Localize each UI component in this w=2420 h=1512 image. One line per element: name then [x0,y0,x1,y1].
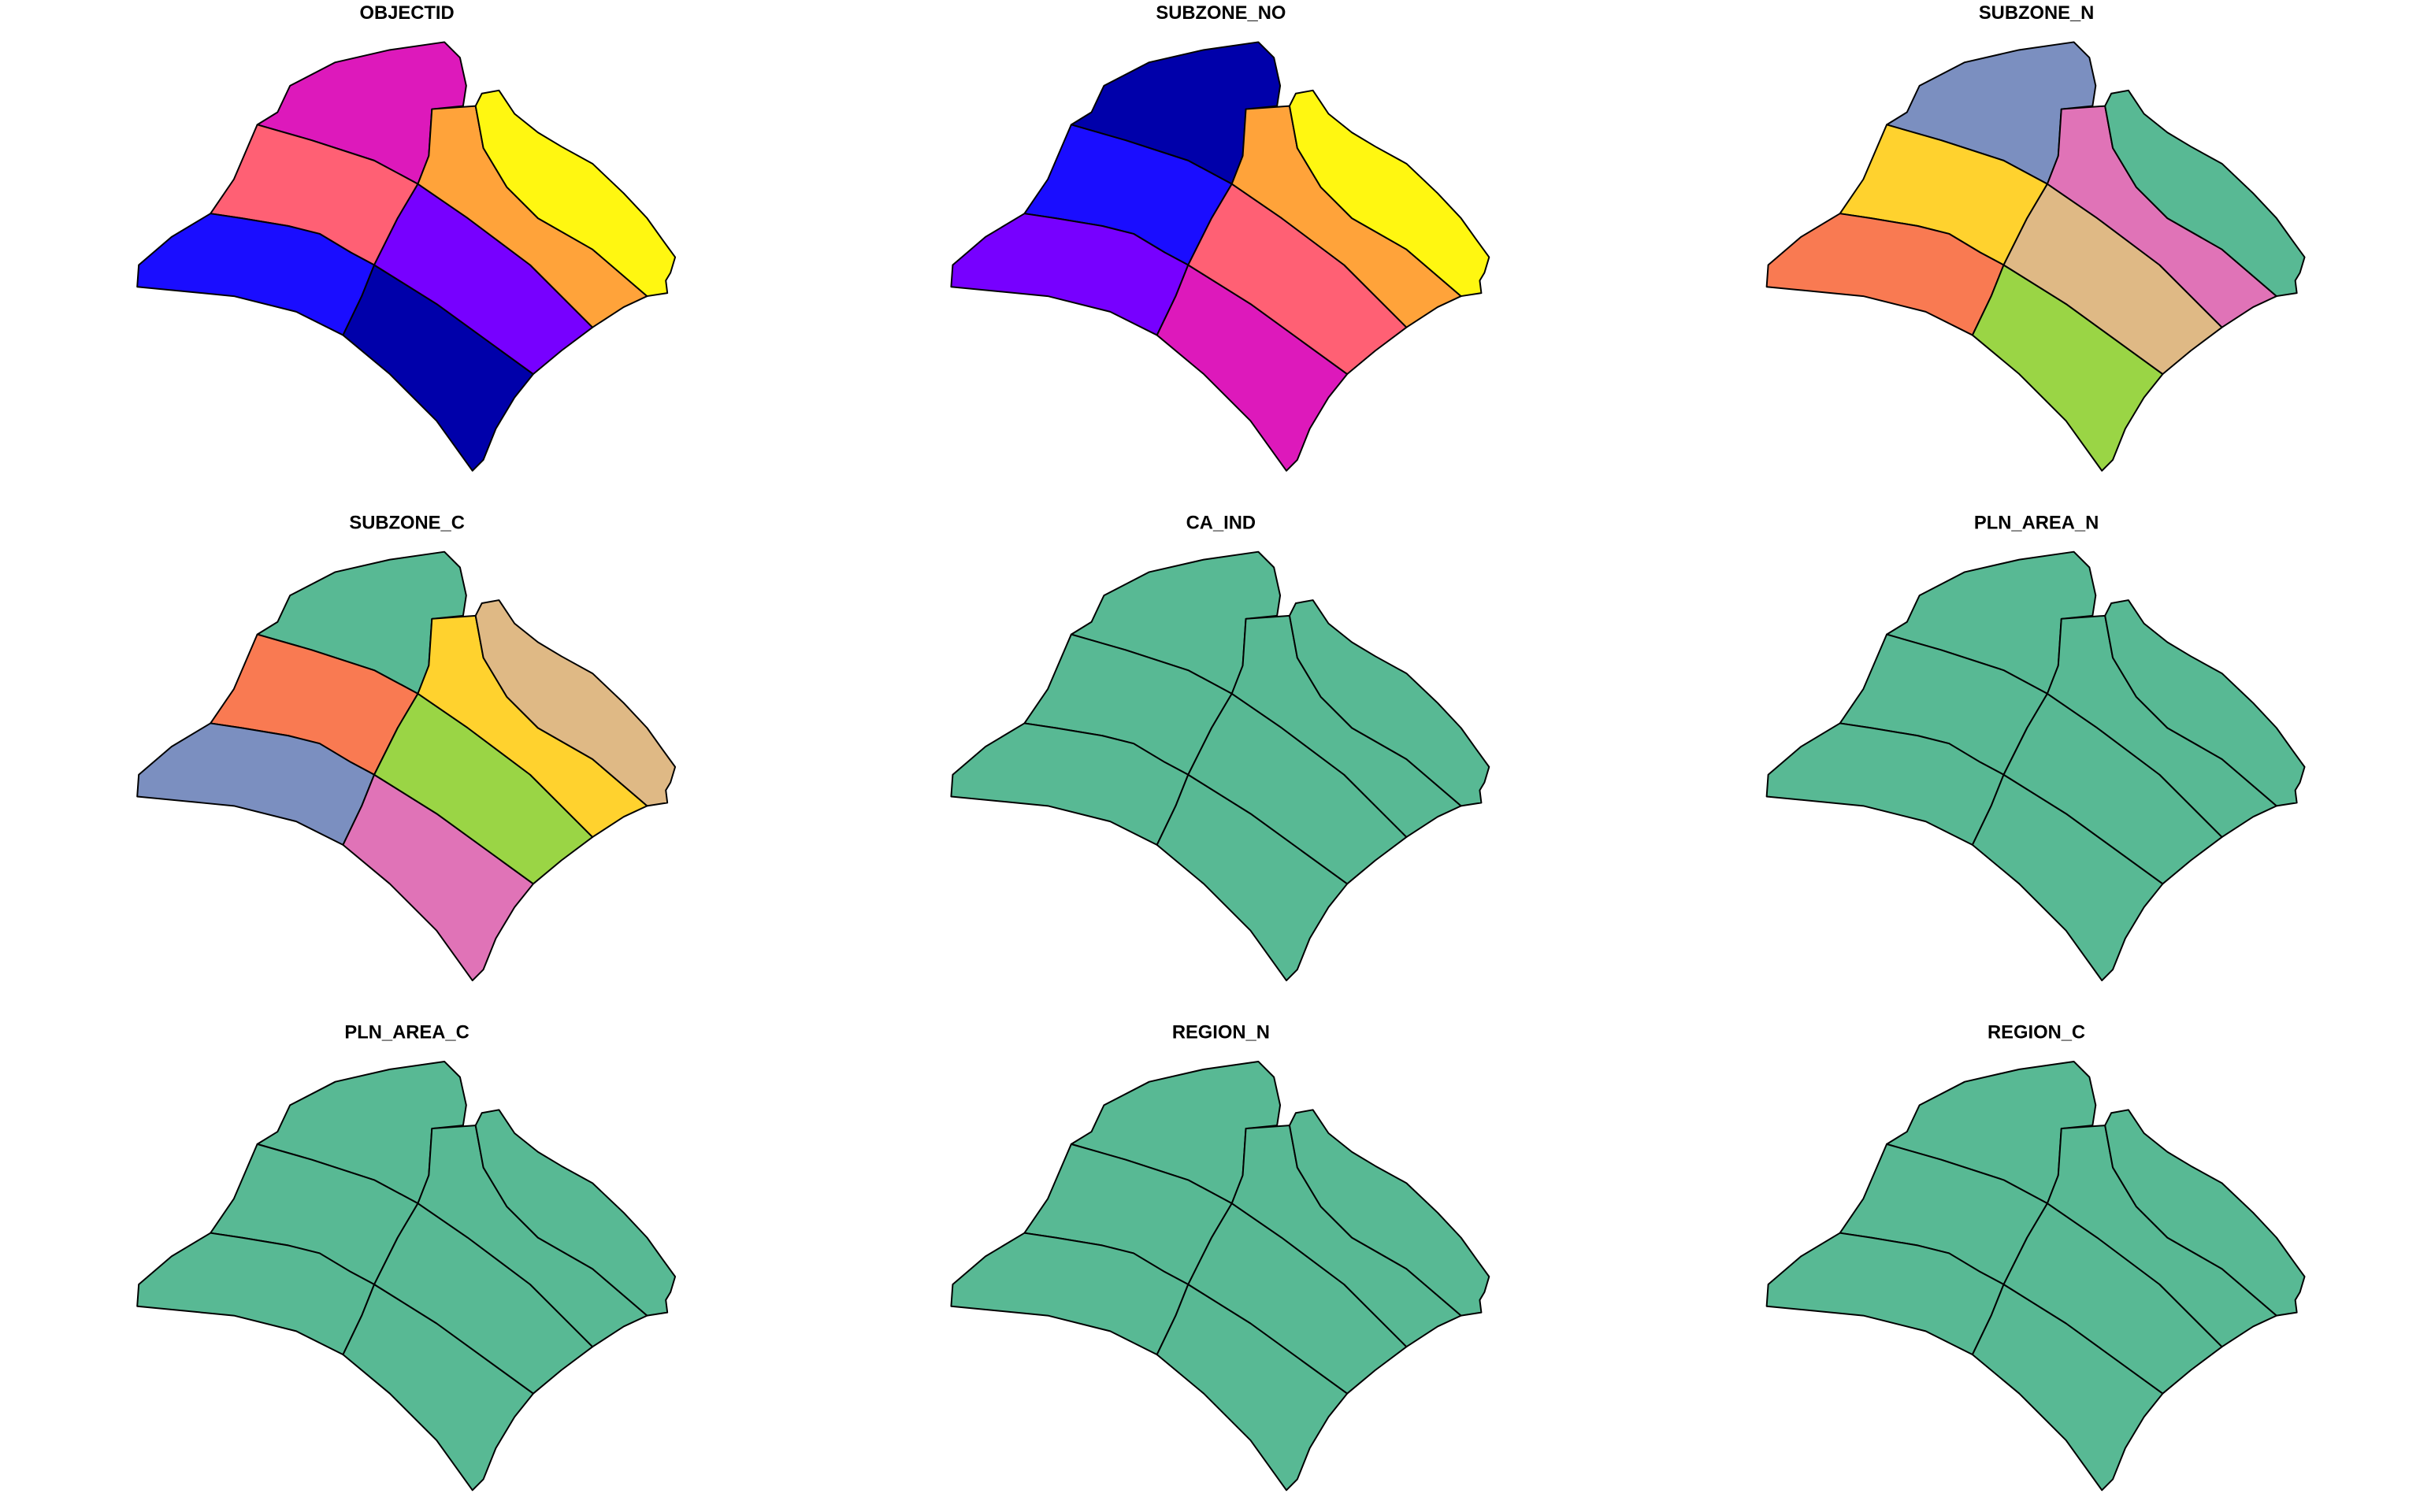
panel-title: CA_IND [1186,512,1256,533]
map-panel: PLN_AREA_C [136,1022,677,1492]
panel-title: PLN_AREA_N [1974,512,2099,533]
map-panel: OBJECTID [136,2,677,472]
panel-title: REGION_C [1988,1022,2085,1043]
subzone [950,213,1190,336]
subzone [1765,722,2005,846]
subzone [474,89,677,298]
subzone [474,1109,677,1317]
subzone [136,1232,376,1356]
panel-title: SUBZONE_NO [1156,2,1286,24]
subzone [2104,89,2306,298]
map-panel: SUBZONE_C [136,512,677,982]
panel-title: OBJECTID [360,2,455,24]
map-panel: PLN_AREA_N [1765,512,2306,982]
map-panel: SUBZONE_N [1765,2,2306,472]
subzone [1765,213,2005,336]
panel-title: SUBZONE_N [1979,2,2094,24]
subzone [136,722,376,846]
map-panel: CA_IND [950,512,1490,982]
map-panel: REGION_C [1765,1022,2306,1492]
subzone [2104,1109,2306,1317]
subzone [136,213,376,336]
panel-title: SUBZONE_C [349,512,464,533]
map-panel: SUBZONE_NO [950,2,1490,472]
subzone [950,1232,1190,1356]
subzone [2104,599,2306,807]
subzone [1288,89,1490,298]
subzone [1288,599,1490,807]
subzone [1765,1232,2005,1356]
subzone [950,722,1190,846]
subzone [474,599,677,807]
subzone [1288,1109,1490,1317]
panel-title: REGION_N [1172,1022,1270,1043]
panel-title: PLN_AREA_C [344,1022,469,1043]
map-panel: REGION_N [950,1022,1490,1492]
